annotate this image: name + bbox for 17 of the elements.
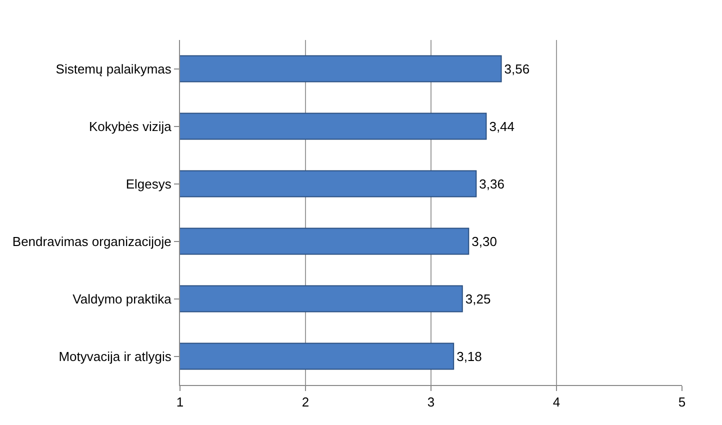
data-label: 3,56 bbox=[504, 61, 530, 76]
data-label: 3,44 bbox=[489, 118, 515, 134]
data-label: 3,36 bbox=[479, 176, 504, 192]
x-tick-label: 1 bbox=[176, 394, 184, 410]
y-tick-label: Sistemų palaikymas bbox=[56, 61, 172, 76]
y-tick-label: Valdymo praktika bbox=[72, 291, 172, 306]
x-tick-label: 4 bbox=[552, 394, 560, 410]
y-tick-label: Elgesys bbox=[126, 176, 172, 192]
y-tick-label: Bendravimas organizacijoje bbox=[12, 234, 172, 249]
data-label: 3,18 bbox=[456, 348, 482, 364]
x-tick-label: 5 bbox=[678, 394, 686, 410]
x-tick-label: 3 bbox=[427, 394, 435, 410]
data-label: 3,30 bbox=[472, 234, 497, 249]
data-label: 3,25 bbox=[465, 291, 491, 306]
y-tick-label: Kokybės vizija bbox=[89, 118, 172, 134]
y-tick-label: Motyvacija ir atlygis bbox=[58, 348, 172, 364]
x-tick-label: 2 bbox=[302, 394, 310, 410]
